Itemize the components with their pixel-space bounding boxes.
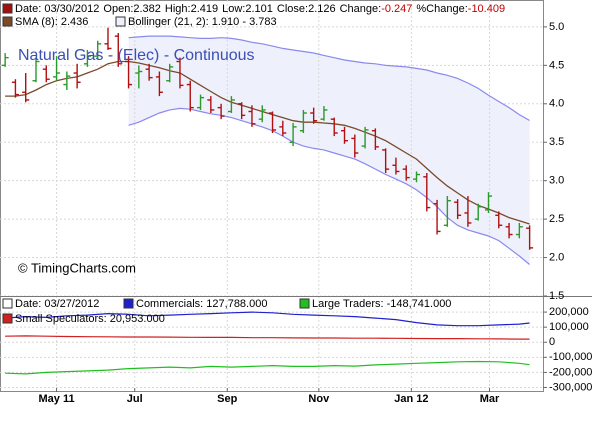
y-tick-label: 2.5	[549, 213, 564, 225]
y-tick-label: 4.0	[549, 98, 564, 110]
x-tick-label: Nov	[308, 393, 330, 405]
header-swatch	[2, 3, 13, 14]
legend-swatch	[2, 16, 13, 27]
legend-swatch	[2, 313, 13, 324]
header-info: Date: 03/27/2012	[15, 298, 99, 310]
legend-label: Commercials: 127,788.000	[136, 298, 267, 310]
x-tick-label: Jul	[127, 393, 143, 405]
header-item: Close:2.126	[277, 3, 336, 15]
legend-label: Bollinger (21, 2): 1.910 - 3.783	[128, 16, 277, 28]
header-item: Change:	[340, 3, 382, 15]
header-item: -0.247	[381, 3, 412, 15]
y-tick-label: 1.5	[549, 290, 564, 302]
marks-layer	[1, 27, 534, 375]
y-tick-label: -300,000	[549, 381, 592, 393]
y-tick-label: 5.0	[549, 21, 564, 33]
x-tick-label: Sep	[217, 393, 237, 405]
series-line	[5, 360, 530, 375]
y-tick-label: 3.0	[549, 175, 564, 187]
header-item: High:2.419	[165, 3, 218, 15]
header-item: Low:2.101	[222, 3, 273, 15]
series-line	[5, 311, 530, 327]
band-upper	[128, 35, 530, 122]
header-item: -10.409	[468, 3, 505, 15]
y-tick-label: 0	[549, 336, 555, 348]
y-tick-label: 2.0	[549, 251, 564, 263]
x-tick-label: Mar	[480, 393, 500, 405]
y-tick-label: -100,000	[549, 351, 592, 363]
header-item: Date: 03/30/2012	[15, 3, 99, 15]
y-tick-label: 3.5	[549, 136, 564, 148]
legend-swatch	[299, 298, 310, 309]
sma-line	[5, 60, 530, 225]
legend-swatch	[115, 16, 126, 27]
y-tick-label: -200,000	[549, 366, 592, 378]
legend-label: Small Speculators: 20,953.000	[15, 313, 165, 325]
header-item: Open:2.382	[103, 3, 161, 15]
legend-label: Large Traders: -148,741.000	[312, 298, 451, 310]
band-lower	[128, 107, 530, 265]
x-tick-label: Jan 12	[394, 393, 428, 405]
band-fill	[128, 36, 530, 265]
y-tick-label: 100,000	[549, 321, 589, 333]
legend-label: SMA (8): 2.436	[15, 16, 88, 28]
y-tick-label: 4.5	[549, 59, 564, 71]
chart-title: Natural Gas - (Elec) - Continuous	[18, 47, 255, 64]
legend-swatch	[123, 298, 134, 309]
series-line	[5, 335, 530, 340]
header-swatch	[2, 298, 13, 309]
y-tick-label: 200,000	[549, 306, 589, 318]
header-item: %Change:	[416, 3, 467, 15]
header-info: Date: 03/30/2012 Open:2.382 High:2.419 Low:…	[15, 3, 505, 15]
credit: © TimingCharts.com	[18, 260, 136, 275]
x-tick-label: May 11	[39, 393, 75, 405]
